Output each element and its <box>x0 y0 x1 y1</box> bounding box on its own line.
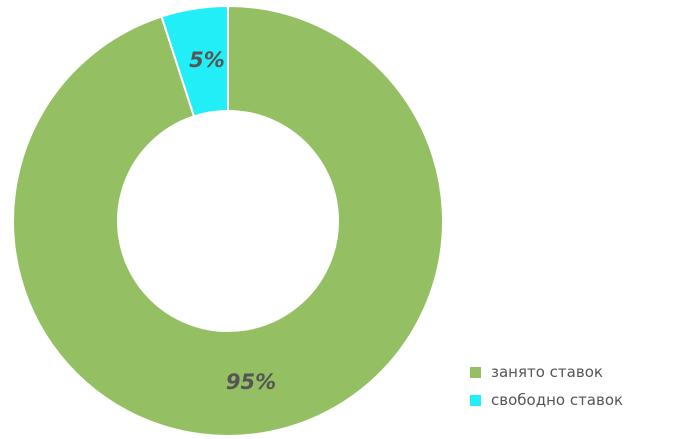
legend-item-free: свободно ставок <box>470 386 623 414</box>
slices-group <box>12 4 444 437</box>
legend-swatch-free <box>470 394 481 406</box>
slice-labels-group: 95% 5% <box>189 48 276 394</box>
slice-occupied <box>12 4 444 437</box>
slice-label-free: 5% <box>189 48 225 72</box>
legend-item-occupied: занято ставок <box>470 358 623 386</box>
legend-swatch-occupied <box>470 366 481 378</box>
legend-label-occupied: занято ставок <box>491 363 603 381</box>
slice-free <box>160 4 229 118</box>
legend-label-free: свободно ставок <box>491 391 624 409</box>
legend: занято ставок свободно ставок <box>470 358 623 414</box>
slice-label-occupied: 95% <box>226 370 276 394</box>
